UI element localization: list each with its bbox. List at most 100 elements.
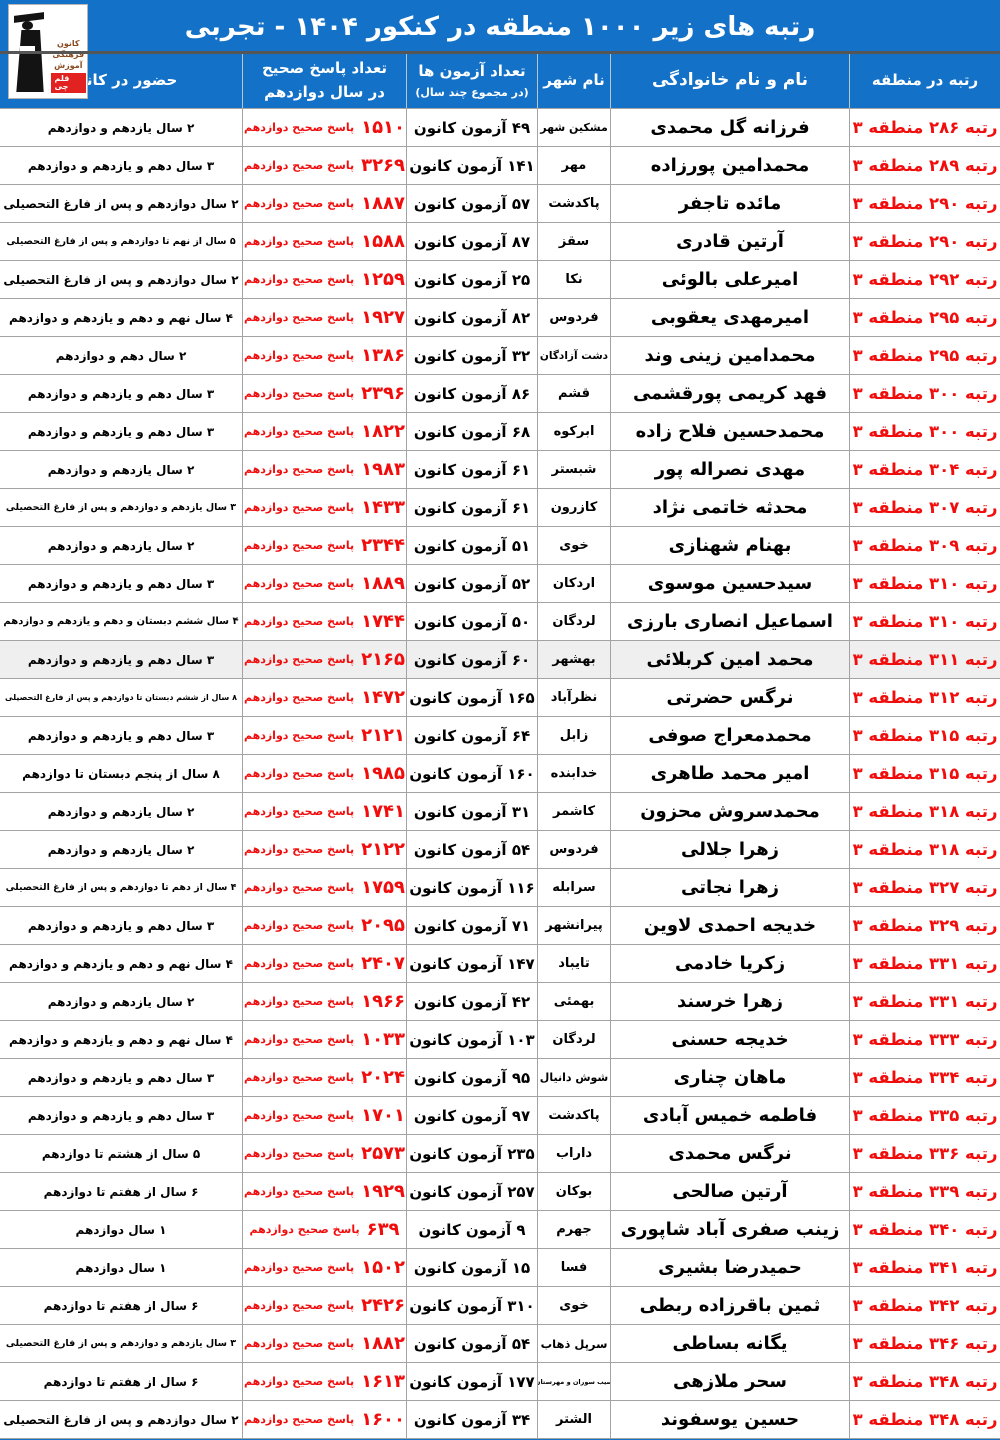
exam-count: ۱۶۵ آزمون کانون (407, 679, 537, 716)
city-name: مهر (538, 147, 610, 184)
city-name: جهرم (538, 1211, 610, 1248)
title-separator (0, 51, 1000, 54)
kanoon-presence: ۳ سال دهم و یازدهم و دوازدهم (0, 717, 242, 754)
correct-count: ۱۴۷۲ (361, 687, 406, 708)
city-name: قشم (538, 375, 610, 412)
correct-label: پاسخ صحیح دوازدهم (243, 843, 355, 856)
correct-label: پاسخ صحیح دوازدهم (243, 311, 355, 324)
correct-answers-cell: ۱۳۸۶ پاسخ صحیح دوازدهم (243, 337, 406, 374)
student-name: یگانه بساطی (611, 1325, 849, 1362)
correct-answers-cell: ۱۵۱۰ پاسخ صحیح دوازدهم (243, 109, 406, 146)
student-name: امیرمهدی یعقوبی (611, 299, 849, 336)
correct-label: پاسخ صحیح دوازدهم (243, 729, 355, 742)
correct-label: پاسخ صحیح دوازدهم (243, 121, 355, 134)
kanoon-presence: ۳ سال دهم و یازدهم و دوازدهم (0, 641, 242, 678)
exam-count: ۸۷ آزمون کانون (407, 223, 537, 260)
exam-count: ۶۸ آزمون کانون (407, 413, 537, 450)
student-name: مهدی نصراله پور (611, 451, 849, 488)
logo-line: فرهنگی (52, 50, 85, 59)
student-name: زهرا جلالی (611, 831, 849, 868)
correct-count: ۱۶۰۰ (361, 1409, 406, 1430)
kanoon-presence: ۲ سال یازدهم و دوازدهم (0, 109, 242, 146)
logo-line: کانون (57, 39, 80, 48)
rank-cell: رتبه ۳۳۶ منطقه ۳ (850, 1135, 1000, 1172)
student-name: سیدحسین موسوی (611, 565, 849, 602)
student-name: محمد امین کربلائی (611, 641, 849, 678)
correct-count: ۲۴۰۷ (361, 953, 406, 974)
kanoon-presence: ۳ سال دهم و یازدهم و دوازدهم (0, 907, 242, 944)
kanoon-presence: ۲ سال دوازدهم و پس از فارغ التحصیلی (0, 185, 242, 222)
city-name: کازرون (538, 489, 610, 526)
correct-count: ۳۲۶۹ (361, 155, 406, 176)
graduate-icon (9, 5, 50, 98)
correct-answers-cell: ۲۴۰۷ پاسخ صحیح دوازدهم (243, 945, 406, 982)
city-name: دشت آزادگان (538, 337, 610, 374)
correct-count: ۱۲۵۹ (361, 269, 406, 290)
correct-count: ۱۹۲۹ (361, 1181, 406, 1202)
correct-label: پاسخ صحیح دوازدهم (243, 539, 355, 552)
correct-answers-cell: ۱۹۸۵ پاسخ صحیح دوازدهم (243, 755, 406, 792)
rank-cell: رتبه ۳۰۰ منطقه ۳ (850, 375, 1000, 412)
student-name: محمدمعراج صوفی (611, 717, 849, 754)
student-name: محدثه خاتمی نژاد (611, 489, 849, 526)
correct-label: پاسخ صحیح دوازدهم (243, 767, 355, 780)
correct-count: ۲۱۲۲ (361, 839, 406, 860)
rank-cell: رتبه ۳۳۳ منطقه ۳ (850, 1021, 1000, 1058)
exam-count: ۱۷۷ آزمون کانون (407, 1363, 537, 1400)
city-name: کاشمر (538, 793, 610, 830)
correct-count: ۱۷۴۴ (361, 611, 406, 632)
rank-cell: رتبه ۳۱۸ منطقه ۳ (850, 793, 1000, 830)
student-name: زکریا خادمی (611, 945, 849, 982)
correct-count: ۱۰۳۳ (361, 1029, 406, 1050)
exam-count: ۶۱ آزمون کانون (407, 451, 537, 488)
correct-count: ۱۷۵۹ (361, 877, 406, 898)
exam-count: ۹۵ آزمون کانون (407, 1059, 537, 1096)
correct-count: ۱۵۰۲ (361, 1257, 406, 1278)
correct-answers-cell: ۱۸۲۲ پاسخ صحیح دوازدهم (243, 413, 406, 450)
correct-label: پاسخ صحیح دوازدهم (243, 881, 355, 894)
correct-count: ۱۹۸۳ (361, 459, 406, 480)
exam-count: ۳۱۰ آزمون کانون (407, 1287, 537, 1324)
exam-count: ۵۲ آزمون کانون (407, 565, 537, 602)
rank-cell: رتبه ۳۴۸ منطقه ۳ (850, 1363, 1000, 1400)
correct-count: ۱۷۴۱ (361, 801, 406, 822)
exam-count: ۹۷ آزمون کانون (407, 1097, 537, 1134)
rank-cell: رتبه ۳۳۴ منطقه ۳ (850, 1059, 1000, 1096)
rank-cell: رتبه ۳۰۹ منطقه ۳ (850, 527, 1000, 564)
logo-line: آموزش (54, 61, 83, 70)
student-name: زهرا نجاتی (611, 869, 849, 906)
correct-answers-cell: ۱۴۳۳ پاسخ صحیح دوازدهم (243, 489, 406, 526)
correct-answers-cell: ۱۸۸۷ پاسخ صحیح دوازدهم (243, 185, 406, 222)
exam-count: ۸۶ آزمون کانون (407, 375, 537, 412)
correct-count: ۱۴۳۳ (361, 497, 406, 518)
rank-cell: رتبه ۲۹۰ منطقه ۳ (850, 223, 1000, 260)
kanoon-presence: ۳ سال یازدهم و دوازدهم و پس از فارغ التح… (0, 1325, 242, 1362)
city-name: نظرآباد (538, 679, 610, 716)
city-name: اردکان (538, 565, 610, 602)
rank-cell: رتبه ۳۴۸ منطقه ۳ (850, 1401, 1000, 1438)
kanoon-presence: ۴ سال ششم دبستان و دهم و یازدهم و دوازده… (0, 603, 242, 640)
student-name: آرتین قادری (611, 223, 849, 260)
student-name: بهنام شهنازی (611, 527, 849, 564)
correct-answers-cell: ۳۲۶۹ پاسخ صحیح دوازدهم (243, 147, 406, 184)
student-name: محمدامین زینی وند (611, 337, 849, 374)
kanoon-presence: ۳ سال دهم و یازدهم و دوازدهم (0, 1097, 242, 1134)
correct-count: ۱۵۸۸ (361, 231, 406, 252)
exam-count: ۹ آزمون کانون (407, 1211, 537, 1248)
correct-answers-cell: ۱۷۴۱ پاسخ صحیح دوازدهم (243, 793, 406, 830)
student-name: امیر محمد طاهری (611, 755, 849, 792)
student-name: حسین یوسفوند (611, 1401, 849, 1438)
correct-answers-cell: ۱۹۲۹ پاسخ صحیح دوازدهم (243, 1173, 406, 1210)
city-name: زابل (538, 717, 610, 754)
city-name: سیب سوران و مهرستان (538, 1363, 610, 1400)
exam-count: ۱۰۳ آزمون کانون (407, 1021, 537, 1058)
kanoon-presence: ۳ سال دهم و یازدهم و دوازدهم (0, 147, 242, 184)
page-title: رتبه های زیر ۱۰۰۰ منطقه در کنکور ۱۴۰۴ - … (184, 11, 816, 42)
student-name: اسماعیل انصاری بارزی (611, 603, 849, 640)
correct-answers-cell: ۱۹۸۳ پاسخ صحیح دوازدهم (243, 451, 406, 488)
correct-count: ۱۵۱۰ (361, 117, 406, 138)
rank-cell: رتبه ۳۴۰ منطقه ۳ (850, 1211, 1000, 1248)
kanoon-presence: ۱ سال دوازدهم (0, 1211, 242, 1248)
correct-count: ۱۷۰۱ (361, 1105, 406, 1126)
city-name: بهشهر (538, 641, 610, 678)
